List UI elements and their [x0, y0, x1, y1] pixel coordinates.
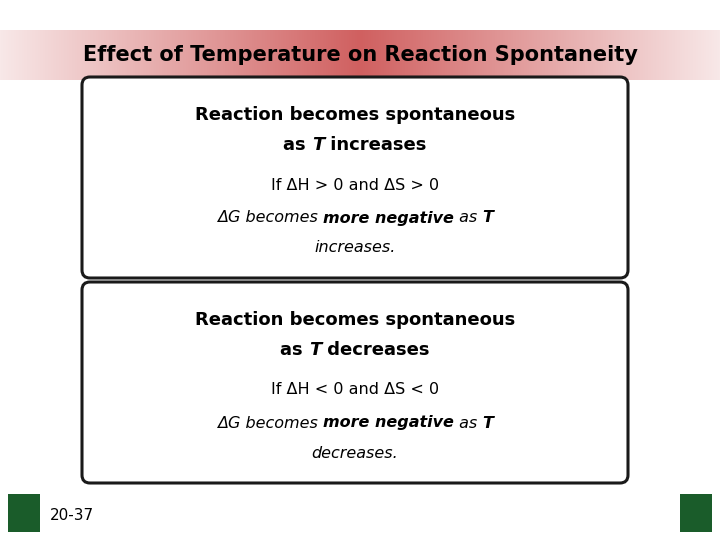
- Text: as: as: [454, 415, 482, 430]
- FancyBboxPatch shape: [8, 494, 40, 532]
- FancyBboxPatch shape: [82, 77, 628, 278]
- Text: decreases: decreases: [321, 341, 430, 359]
- Text: If ΔH > 0 and ΔS > 0: If ΔH > 0 and ΔS > 0: [271, 178, 439, 192]
- Text: 20-37: 20-37: [50, 508, 94, 523]
- Text: decreases.: decreases.: [312, 446, 398, 461]
- Text: increases.: increases.: [315, 240, 396, 255]
- Text: T: T: [482, 211, 493, 226]
- FancyBboxPatch shape: [82, 282, 628, 483]
- Text: ΔG becomes: ΔG becomes: [217, 211, 323, 226]
- Text: T: T: [482, 415, 493, 430]
- Text: as: as: [283, 136, 312, 154]
- Text: as: as: [280, 341, 309, 359]
- Text: more negative: more negative: [323, 415, 454, 430]
- Text: T: T: [312, 136, 325, 154]
- Text: as: as: [454, 211, 482, 226]
- Text: increases: increases: [325, 136, 427, 154]
- FancyBboxPatch shape: [680, 494, 712, 532]
- Text: Reaction becomes spontaneous: Reaction becomes spontaneous: [195, 311, 515, 329]
- Text: ΔG becomes: ΔG becomes: [217, 415, 323, 430]
- Text: T: T: [309, 341, 321, 359]
- Text: Effect of Temperature on Reaction Spontaneity: Effect of Temperature on Reaction Sponta…: [83, 45, 637, 65]
- Text: more negative: more negative: [323, 211, 454, 226]
- Text: Reaction becomes spontaneous: Reaction becomes spontaneous: [195, 106, 515, 124]
- Text: If ΔH < 0 and ΔS < 0: If ΔH < 0 and ΔS < 0: [271, 382, 439, 397]
